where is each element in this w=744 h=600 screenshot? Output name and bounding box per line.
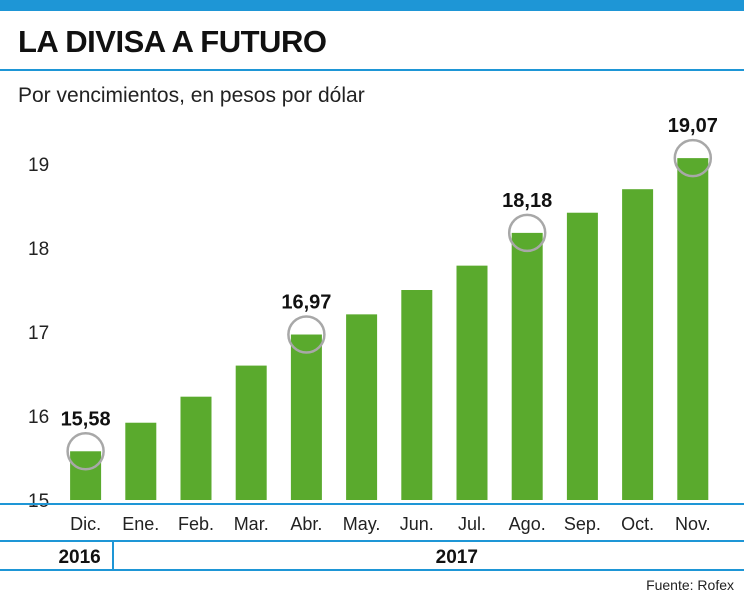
bar-jul	[456, 265, 488, 500]
y-tick-label: 16	[28, 407, 49, 428]
x-tick-label: Jun.	[400, 514, 434, 534]
chart-subtitle: Por vencimientos, en pesos por dólar	[18, 84, 365, 107]
title-divider	[0, 69, 744, 71]
highlight-circle	[673, 138, 713, 178]
bar-nov	[677, 158, 709, 500]
chart-title: LA DIVISA A FUTURO	[18, 24, 327, 59]
data-label: 19,07	[668, 115, 718, 137]
x-tick-label: Sep.	[564, 514, 601, 534]
bar-sep	[566, 212, 598, 500]
bar-dic	[70, 451, 102, 500]
year-separator	[112, 542, 114, 569]
year-divider-bottom	[0, 569, 744, 571]
year-divider-top	[0, 540, 744, 542]
x-tick-label: Ago.	[509, 514, 546, 534]
x-tick-label: Ene.	[122, 514, 159, 534]
x-tick-label: Nov.	[675, 514, 711, 534]
data-label: 15,58	[61, 408, 111, 430]
x-tick-label: Mar.	[234, 514, 269, 534]
highlight-circle	[66, 432, 105, 471]
bar-oct	[622, 189, 654, 500]
x-tick-label: May.	[343, 514, 381, 534]
bar-abr	[290, 334, 322, 500]
x-tick-label: Jul.	[458, 514, 486, 534]
y-tick-label: 18	[28, 239, 49, 260]
data-label: 16,97	[281, 292, 331, 314]
source-note: Fuente: Rofex	[646, 577, 734, 593]
data-label: 18,18	[502, 190, 552, 212]
bar-mar	[235, 365, 267, 500]
highlight-circle	[507, 213, 547, 253]
top-accent-bar	[0, 0, 744, 11]
bar-ago	[511, 232, 543, 500]
year-label: 2016	[58, 547, 100, 568]
y-tick-label: 19	[28, 155, 49, 176]
x-axis-line	[0, 503, 744, 505]
x-tick-label: Dic.	[70, 514, 101, 534]
bar-jun	[401, 290, 433, 500]
bar-feb	[180, 396, 212, 500]
y-tick-label: 15	[28, 491, 49, 512]
x-tick-label: Abr.	[290, 514, 322, 534]
y-tick-label: 17	[28, 323, 49, 344]
bar-may	[346, 314, 378, 500]
x-tick-label: Oct.	[621, 514, 654, 534]
bar-ene	[125, 422, 157, 500]
year-label: 2017	[436, 547, 478, 568]
highlight-circle	[287, 315, 326, 354]
x-tick-label: Feb.	[178, 514, 214, 534]
